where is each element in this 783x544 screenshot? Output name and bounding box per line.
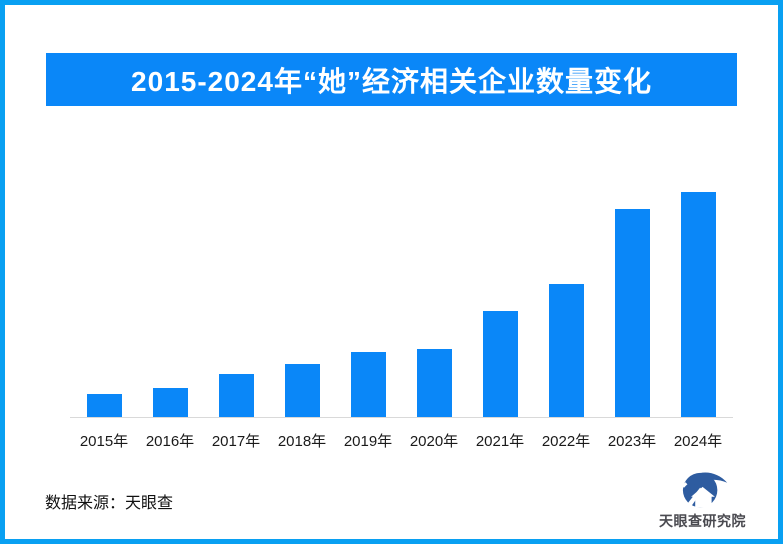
x-axis-tick-label: 2018年 bbox=[277, 433, 327, 450]
bar bbox=[482, 311, 518, 417]
x-axis-line bbox=[70, 417, 733, 418]
x-axis-tick-label: 2024年 bbox=[673, 433, 723, 450]
x-axis-tick-label: 2021年 bbox=[475, 433, 525, 450]
x-axis-tick-label: 2022年 bbox=[541, 433, 591, 450]
bar bbox=[614, 209, 650, 417]
bar bbox=[152, 388, 188, 417]
title-banner: 2015-2024年“她”经济相关企业数量变化 bbox=[46, 53, 737, 106]
tianyancha-eye-logo-icon bbox=[681, 472, 727, 508]
tianyancha-logo: 天眼查研究院 bbox=[655, 468, 750, 531]
x-axis-tick-label: 2017年 bbox=[211, 433, 261, 450]
x-axis-tick-label: 2016年 bbox=[145, 433, 195, 450]
x-axis-tick-label: 2020年 bbox=[409, 433, 459, 450]
data-source-note: 数据来源：天眼查 bbox=[45, 495, 174, 512]
bar bbox=[284, 364, 320, 417]
bar bbox=[350, 352, 386, 417]
bar bbox=[680, 192, 716, 417]
bar bbox=[548, 284, 584, 417]
page-title: 2015-2024年“她”经济相关企业数量变化 bbox=[131, 65, 652, 97]
bar bbox=[86, 394, 122, 417]
bar bbox=[416, 349, 452, 417]
x-axis-tick-label: 2023年 bbox=[607, 433, 657, 450]
logo-text: 天眼查研究院 bbox=[659, 513, 746, 529]
x-axis-tick-label: 2019年 bbox=[343, 433, 393, 450]
bar bbox=[218, 374, 254, 417]
x-axis-tick-label: 2015年 bbox=[79, 433, 129, 450]
